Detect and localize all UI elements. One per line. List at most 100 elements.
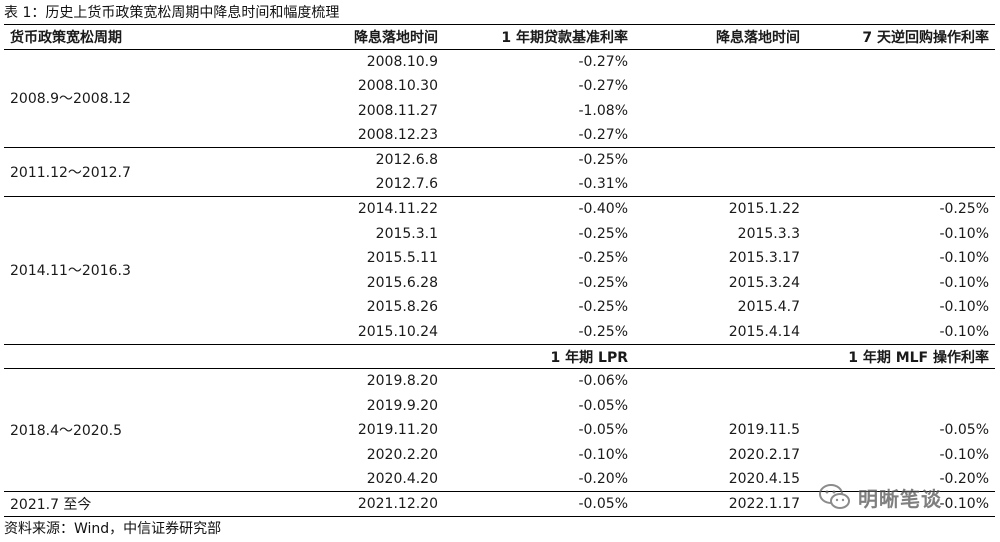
cell-cut-date: 2019.11.20 bbox=[357, 422, 438, 439]
cell-rate-2 bbox=[806, 48, 995, 74]
cell-cut-date-2: 2015.3.3 bbox=[737, 225, 800, 242]
cell-cut-date-2: 2019.11.5 bbox=[728, 422, 800, 439]
cell-rate-2: -0.05% bbox=[939, 422, 989, 439]
cell-cut-date: 2008.11.27 bbox=[357, 102, 438, 119]
table-row: 2018.4～2020.5 2019.8.20 -0.06% bbox=[4, 369, 995, 439]
cell-cut-date-2: 2020.4.15 bbox=[728, 471, 800, 488]
header-loan-rate: 1 年期贷款基准利率 bbox=[444, 24, 634, 50]
cell-rate: -0.05% bbox=[444, 491, 634, 517]
cycle-group: 2011.12～2012.7 2012.6.8 -0.25% 2012.7.6 … bbox=[4, 146, 995, 197]
cell-rate-2 bbox=[806, 172, 995, 197]
cycle-period: 2021.7 至今 bbox=[4, 491, 182, 517]
cell-cut-date-2: 2015.3.17 bbox=[728, 250, 800, 267]
table-row: 2008.12.23 -0.27% bbox=[4, 123, 995, 148]
table-row: 2011.12～2012.7 2012.6.8 -0.25% bbox=[4, 146, 995, 197]
table-row: 2015.8.26 -0.25% 2015.4.7 -0.10% bbox=[4, 295, 995, 320]
table-row: 2015.10.24 -0.25% 2015.4.14 -0.10% bbox=[4, 320, 995, 345]
table-row: 2020.2.20 -0.10% 2020.2.17 -0.10% bbox=[4, 443, 995, 468]
source-note: 资料来源：Wind，中信证券研究部 bbox=[4, 521, 222, 537]
cell-cut-date: 2012.7.6 bbox=[375, 176, 438, 193]
cell-cut-date: 2020.2.20 bbox=[366, 446, 438, 463]
cell-rate-2: -0.25% bbox=[806, 196, 995, 222]
cell-rate: -0.25% bbox=[578, 323, 628, 340]
cell-rate-2: -0.10% bbox=[939, 323, 989, 340]
cell-cut-date: 2008.12.23 bbox=[357, 126, 438, 143]
cell-rate: -0.27% bbox=[578, 126, 628, 143]
cell-cut-date-2 bbox=[634, 172, 806, 197]
cell-rate-2: -0.10% bbox=[939, 225, 989, 242]
cell-rate-2: -0.10% bbox=[939, 299, 989, 316]
cell-cut-date: 2020.4.20 bbox=[366, 471, 438, 488]
cell-rate: -0.25% bbox=[578, 299, 628, 316]
cell-rate-2: -0.20% bbox=[939, 471, 989, 488]
cell-cut-date: 2015.3.1 bbox=[375, 225, 438, 242]
cell-rate: -0.20% bbox=[578, 471, 628, 488]
cell-cut-date-2 bbox=[634, 74, 806, 99]
cycle-period: 2008.9～2008.12 bbox=[4, 48, 182, 148]
cell-cut-date: 2015.6.28 bbox=[366, 274, 438, 291]
table-row: 2019.11.20 -0.05% 2019.11.5 -0.05% bbox=[4, 418, 995, 443]
table-row: 2015.6.28 -0.25% 2015.3.24 -0.10% bbox=[4, 270, 995, 295]
table-row: 2015.5.11 -0.25% 2015.3.17 -0.10% bbox=[4, 246, 995, 271]
cell-cut-date: 2021.12.20 bbox=[182, 491, 444, 517]
cell-rate-2 bbox=[806, 74, 995, 99]
table-row: 2019.9.20 -0.05% bbox=[4, 393, 995, 418]
subheader-row: 1 年期 LPR 1 年期 MLF 操作利率 bbox=[4, 343, 995, 370]
subheader-mlf: 1 年期 MLF 操作利率 bbox=[806, 343, 995, 370]
watermark-text: 明晰笔谈 bbox=[858, 486, 942, 511]
cell-rate-2 bbox=[806, 369, 995, 394]
header-cut-date: 降息落地时间 bbox=[182, 24, 444, 50]
cell-rate-2 bbox=[806, 393, 995, 418]
header-period: 货币政策宽松周期 bbox=[4, 24, 182, 50]
cell-rate-2: -0.10% bbox=[939, 446, 989, 463]
cell-cut-date-2 bbox=[634, 48, 806, 74]
table-row: 2008.10.30 -0.27% bbox=[4, 74, 995, 99]
table-header-row: 货币政策宽松周期 降息落地时间 1 年期贷款基准利率 降息落地时间 7 天逆回购… bbox=[4, 24, 995, 50]
cell-rate: -0.10% bbox=[578, 446, 628, 463]
cell-cut-date: 2015.10.24 bbox=[357, 323, 438, 340]
cell-cut-date: 2008.10.30 bbox=[357, 77, 438, 94]
cycle-period: 2018.4～2020.5 bbox=[10, 423, 122, 440]
cell-rate: -0.25% bbox=[578, 274, 628, 291]
table-row: 2014.11～2016.3 2014.11.22 -0.40% 2015.1.… bbox=[4, 196, 995, 345]
wechat-icon bbox=[819, 484, 850, 509]
cell-rate-2: -0.10% bbox=[939, 274, 989, 291]
cell-cut-date-2: 2022.1.17 bbox=[634, 491, 806, 517]
cell-rate-2 bbox=[806, 146, 995, 173]
cell-rate: -0.27% bbox=[578, 77, 628, 94]
cell-cut-date-2: 2015.1.22 bbox=[634, 196, 806, 222]
cycle-group: 2014.11～2016.3 2014.11.22 -0.40% 2015.1.… bbox=[4, 196, 995, 345]
cell-cut-date: 2014.11.22 bbox=[182, 196, 444, 222]
watermark: 明晰笔谈 bbox=[818, 478, 998, 516]
rate-cut-table: 货币政策宽松周期 降息落地时间 1 年期贷款基准利率 降息落地时间 7 天逆回购… bbox=[4, 24, 995, 517]
subheader-lpr: 1 年期 LPR bbox=[444, 343, 634, 370]
cell-rate: -1.08% bbox=[578, 102, 628, 119]
cell-rate: -0.05% bbox=[578, 397, 628, 414]
cycle-group: 2018.4～2020.5 2019.8.20 -0.06% 2019.9.20… bbox=[4, 369, 995, 492]
cell-cut-date: 2019.9.20 bbox=[366, 397, 438, 414]
cell-cut-date: 2008.10.9 bbox=[182, 48, 444, 74]
cell-cut-date: 2019.8.20 bbox=[366, 373, 438, 390]
cell-rate: -0.25% bbox=[444, 146, 634, 173]
cell-cut-date: 2015.5.11 bbox=[366, 250, 438, 267]
cell-rate: -0.25% bbox=[578, 225, 628, 242]
cell-cut-date-2 bbox=[634, 146, 806, 173]
cell-rate-2 bbox=[806, 123, 995, 148]
table-caption: 表 1：历史上货币政策宽松周期中降息时间和幅度梳理 bbox=[4, 5, 340, 21]
table-row: 2012.7.6 -0.31% bbox=[4, 172, 995, 197]
cycle-group: 2021.7 至今 2021.12.20 -0.05% 2022.1.17 -0… bbox=[4, 491, 995, 517]
cell-rate: -0.27% bbox=[444, 48, 634, 74]
cell-rate: -0.05% bbox=[578, 422, 628, 439]
cell-cut-date-2 bbox=[634, 369, 806, 394]
header-reverse-repo-rate: 7 天逆回购操作利率 bbox=[806, 24, 995, 50]
cell-rate: -0.06% bbox=[578, 373, 628, 390]
cell-cut-date-2: 2015.4.14 bbox=[728, 323, 800, 340]
cell-rate: -0.31% bbox=[578, 176, 628, 193]
table-row: 2015.3.1 -0.25% 2015.3.3 -0.10% bbox=[4, 221, 995, 246]
cell-rate: -0.40% bbox=[444, 196, 634, 222]
header-cut-date-2: 降息落地时间 bbox=[634, 24, 806, 50]
table-row: 2021.7 至今 2021.12.20 -0.05% 2022.1.17 -0… bbox=[4, 491, 995, 517]
cell-cut-date-2 bbox=[634, 123, 806, 148]
cell-rate-2: -0.10% bbox=[939, 250, 989, 267]
cell-cut-date-2: 2015.4.7 bbox=[737, 299, 800, 316]
